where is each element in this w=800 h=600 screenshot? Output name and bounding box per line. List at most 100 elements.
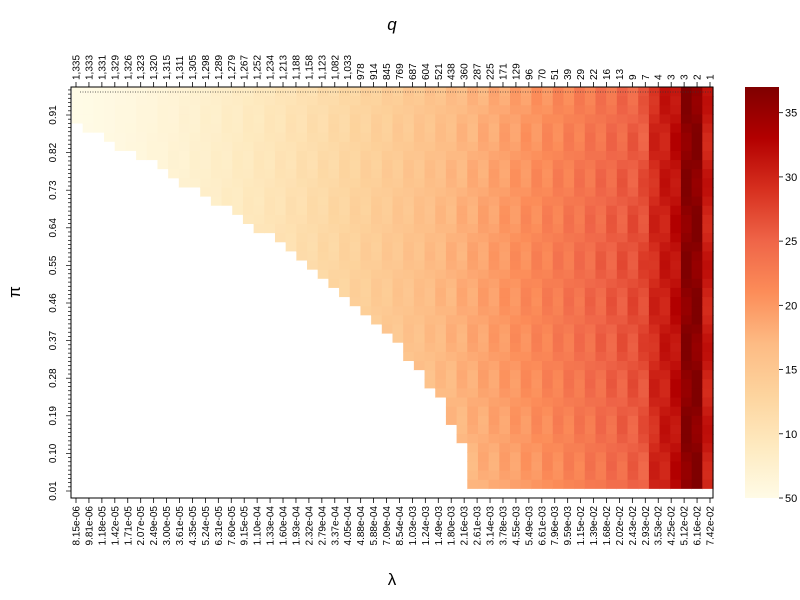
heatmap-cell bbox=[264, 379, 276, 389]
heatmap-cell bbox=[520, 160, 532, 170]
heatmap-cell bbox=[413, 470, 426, 481]
heatmap-cell bbox=[381, 461, 394, 472]
heatmap-cell bbox=[520, 260, 532, 271]
heatmap-cell bbox=[670, 306, 682, 316]
heatmap-cell bbox=[413, 397, 426, 408]
heatmap-cell bbox=[435, 260, 447, 271]
heatmap-cell bbox=[584, 187, 597, 198]
heatmap-cell bbox=[691, 434, 703, 444]
heatmap-cell bbox=[627, 114, 639, 125]
heatmap-cell bbox=[285, 269, 297, 280]
heatmap-cell bbox=[189, 205, 201, 216]
heatmap-cell bbox=[510, 470, 522, 481]
x-tick-label: 4.25e-02 bbox=[667, 506, 678, 546]
heatmap-cell bbox=[317, 269, 329, 280]
heatmap-cell bbox=[210, 406, 223, 417]
heatmap-cell bbox=[360, 169, 372, 179]
heatmap-cell bbox=[242, 424, 255, 435]
heatmap-cell bbox=[157, 434, 169, 444]
heatmap-cell bbox=[178, 397, 191, 408]
heatmap-cell bbox=[104, 150, 116, 161]
heatmap-cell bbox=[210, 178, 223, 189]
heatmap-cell bbox=[274, 214, 287, 225]
x-tick-label: 5.88e-04 bbox=[369, 506, 380, 546]
heatmap-cell bbox=[595, 96, 607, 106]
heatmap-cell bbox=[584, 141, 597, 152]
heatmap-cell bbox=[136, 406, 148, 417]
heatmap-cell bbox=[146, 342, 159, 353]
heatmap-cell bbox=[659, 479, 671, 490]
heatmap-cell bbox=[680, 160, 693, 170]
heatmap-cell bbox=[531, 461, 543, 472]
heatmap-cell bbox=[360, 187, 372, 198]
heatmap-cell bbox=[264, 388, 276, 399]
heatmap-cell bbox=[168, 415, 180, 426]
heatmap-cell bbox=[232, 260, 244, 271]
heatmap-cell bbox=[488, 87, 500, 97]
heatmap-cell bbox=[488, 406, 500, 417]
heatmap-cell bbox=[627, 269, 639, 280]
heatmap-cell bbox=[264, 397, 276, 408]
heatmap-cell bbox=[467, 123, 479, 134]
heatmap-cell bbox=[317, 205, 329, 216]
heatmap-cell bbox=[499, 233, 511, 243]
heatmap-cell bbox=[200, 470, 212, 481]
heatmap-cell bbox=[178, 260, 191, 271]
heatmap-cell bbox=[104, 333, 116, 344]
heatmap-cell bbox=[648, 87, 661, 97]
heatmap-cell bbox=[659, 132, 671, 143]
heatmap-cell bbox=[93, 224, 105, 234]
heatmap-cell bbox=[189, 434, 201, 444]
heatmap-cell bbox=[627, 150, 639, 161]
heatmap-cell bbox=[285, 114, 297, 125]
heatmap-cell bbox=[221, 233, 233, 243]
heatmap-cell bbox=[371, 141, 383, 152]
heatmap-cell bbox=[360, 297, 372, 307]
heatmap-cell bbox=[114, 187, 127, 198]
heatmap-cell bbox=[574, 443, 586, 453]
heatmap-cell bbox=[253, 388, 265, 399]
heatmap-cell bbox=[456, 488, 468, 499]
heatmap-cell bbox=[168, 260, 180, 271]
heatmap-cell bbox=[136, 415, 148, 426]
heatmap-cell bbox=[125, 443, 137, 453]
heatmap-cell bbox=[435, 96, 447, 106]
heatmap-cell bbox=[606, 370, 618, 380]
heatmap-cell bbox=[563, 388, 575, 399]
heatmap-cell bbox=[552, 488, 565, 499]
heatmap-cell bbox=[488, 123, 500, 134]
heatmap-cell bbox=[242, 224, 255, 234]
heatmap-cell bbox=[542, 178, 554, 189]
heatmap-cell bbox=[445, 251, 458, 262]
heatmap-cell bbox=[563, 306, 575, 316]
heatmap-cell bbox=[157, 260, 169, 271]
heatmap-cell bbox=[210, 443, 223, 453]
heatmap-cell bbox=[702, 324, 714, 335]
heatmap-cell bbox=[520, 123, 532, 134]
heatmap-cell bbox=[392, 297, 404, 307]
heatmap-cell bbox=[435, 160, 447, 170]
heatmap-cell bbox=[349, 169, 362, 179]
heatmap-cell bbox=[638, 187, 650, 198]
heatmap-cell bbox=[178, 434, 191, 444]
heatmap-cell bbox=[542, 424, 554, 435]
heatmap-cell bbox=[72, 114, 84, 125]
heatmap-cell bbox=[531, 479, 543, 490]
x-tick-label: 3.37e-04 bbox=[330, 506, 341, 546]
heatmap-cell bbox=[616, 196, 629, 207]
heatmap-cell bbox=[200, 105, 212, 115]
heatmap-cell bbox=[435, 434, 447, 444]
heatmap-cell bbox=[307, 105, 319, 115]
heatmap-cell bbox=[638, 141, 650, 152]
heatmap-cell bbox=[435, 361, 447, 371]
heatmap-cell bbox=[125, 361, 137, 371]
heatmap-cell bbox=[499, 470, 511, 481]
heatmap-cell bbox=[413, 114, 426, 125]
heatmap-cell bbox=[670, 132, 682, 143]
heatmap-cell bbox=[659, 269, 671, 280]
heatmap-cell bbox=[349, 315, 362, 326]
heatmap-cell bbox=[456, 351, 468, 362]
heatmap-cell bbox=[253, 260, 265, 271]
heatmap-cell bbox=[221, 388, 233, 399]
top-tick-label: 1,082 bbox=[330, 55, 341, 80]
